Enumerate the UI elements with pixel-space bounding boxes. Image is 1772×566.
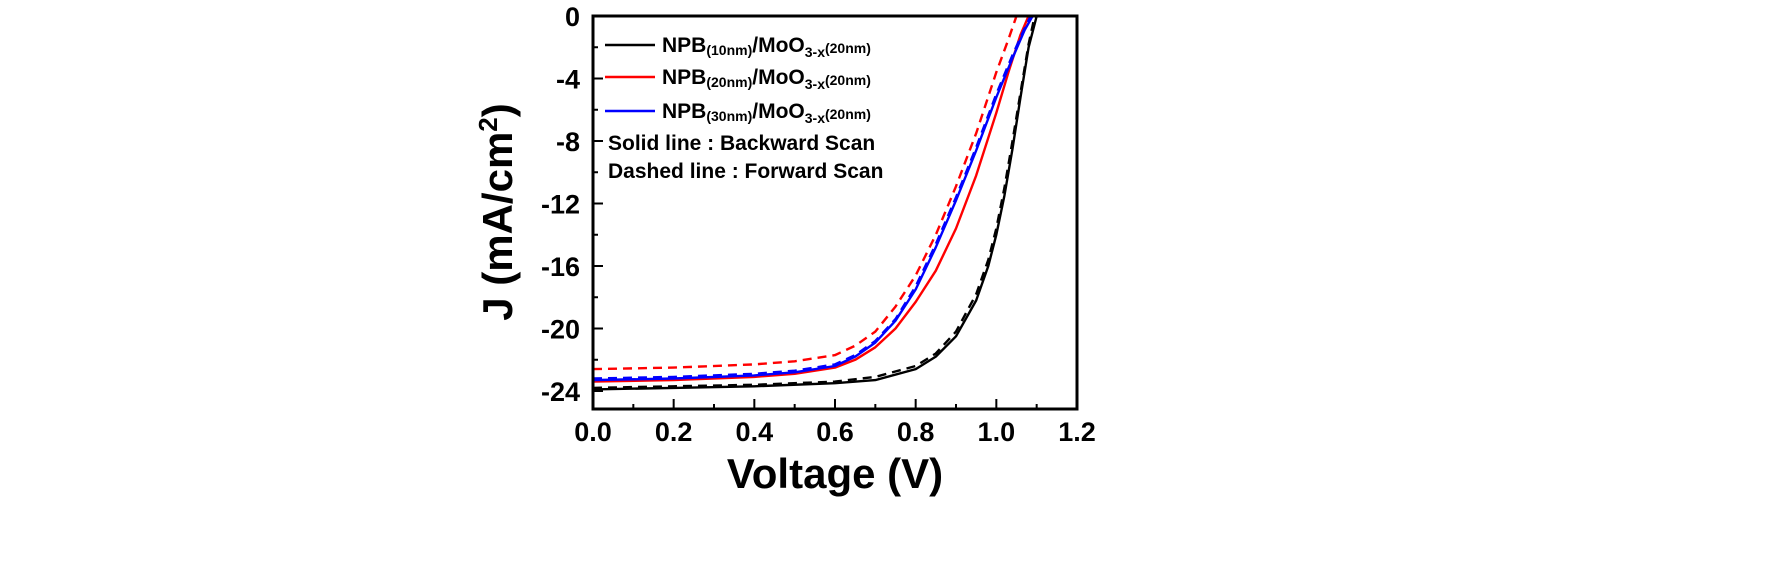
series-1-forward-line	[592, 15, 1018, 371]
x-axis-title: Voltage (V)	[727, 450, 943, 497]
y-axis-title: J (mA/cm2)	[473, 103, 521, 321]
legend-entry: NPB(30nm)/MoO3-x(20nm)	[605, 100, 871, 126]
y-axis-title-close: )	[474, 103, 521, 117]
legend-entry: NPB(10nm)/MoO3-x(20nm)	[605, 34, 871, 60]
y-tick-label: -16	[541, 252, 580, 282]
y-axis-title-sup: 2	[473, 117, 503, 131]
series-0-backward-line	[592, 15, 1038, 391]
series-2-forward-line	[592, 15, 1032, 380]
legend-label-0: NPB(10nm)/MoO3-x(20nm)	[662, 34, 871, 60]
y-tick-label: 0	[565, 2, 580, 32]
x-tick-label: 0.0	[574, 417, 612, 447]
x-tick-label: 0.2	[655, 417, 693, 447]
x-tick-label: 0.8	[897, 417, 935, 447]
series-1-backward-line	[592, 15, 1030, 383]
legend-note-dashed: Dashed line : Forward Scan	[608, 160, 883, 183]
y-tick-label: -4	[556, 65, 580, 95]
legend-label-2: NPB(30nm)/MoO3-x(20nm)	[662, 100, 871, 126]
x-tick-label: 0.6	[816, 417, 854, 447]
curves-layer	[592, 15, 1038, 391]
legend-entry: NPB(20nm)/MoO3-x(20nm)	[605, 66, 871, 92]
x-tick-label: 0.4	[736, 417, 774, 447]
x-tick-label: 1.0	[978, 417, 1016, 447]
tick-labels-layer: 0.0 0.2 0.4 0.6 0.8 1.0 1.2 0 -4 -8 -12 -16 -20 -24	[541, 2, 1096, 447]
legend-note-solid: Solid line : Backward Scan	[608, 132, 875, 155]
y-tick-label: -24	[541, 377, 580, 407]
x-tick-label: 1.2	[1058, 417, 1096, 447]
legend-label-1: NPB(20nm)/MoO3-x(20nm)	[662, 66, 871, 92]
legend: NPB(10nm)/MoO3-x(20nm) NPB(20nm)/MoO3-x(…	[605, 34, 883, 183]
ticks-layer	[592, 15, 1078, 409]
series-0-forward-line	[592, 15, 1036, 390]
y-tick-label: -12	[541, 190, 580, 220]
y-tick-label: -20	[541, 315, 580, 345]
series-2-backward-line	[592, 15, 1034, 382]
y-tick-label: -8	[556, 127, 580, 157]
y-axis-title-main: J (mA/cm	[474, 132, 521, 321]
